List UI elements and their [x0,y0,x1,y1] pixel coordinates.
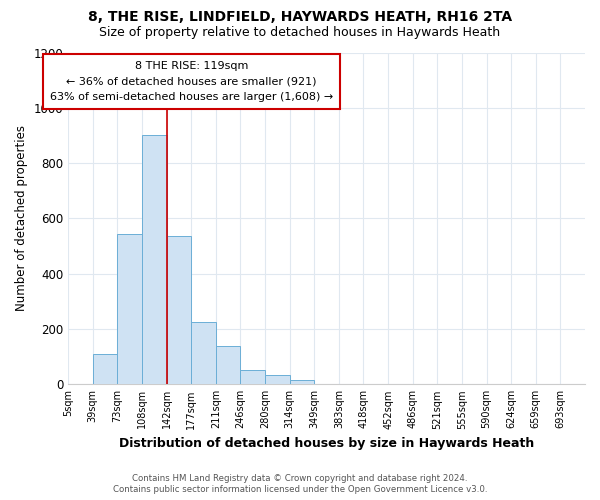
Bar [167,236,191,384]
Text: 8, THE RISE, LINDFIELD, HAYWARDS HEATH, RH16 2TA: 8, THE RISE, LINDFIELD, HAYWARDS HEATH, … [88,10,512,24]
Y-axis label: Number of detached properties: Number of detached properties [15,126,28,312]
Text: Size of property relative to detached houses in Haywards Heath: Size of property relative to detached ho… [100,26,500,39]
Bar [118,234,142,384]
Bar [142,136,167,384]
Bar [93,354,118,384]
Bar [265,374,290,384]
Bar [290,380,314,384]
Bar [241,370,265,384]
Bar [191,322,216,384]
Text: Contains HM Land Registry data © Crown copyright and database right 2024.
Contai: Contains HM Land Registry data © Crown c… [113,474,487,494]
Text: 8 THE RISE: 119sqm
← 36% of detached houses are smaller (921)
63% of semi-detach: 8 THE RISE: 119sqm ← 36% of detached hou… [50,61,333,102]
Bar [216,346,241,385]
X-axis label: Distribution of detached houses by size in Haywards Heath: Distribution of detached houses by size … [119,437,534,450]
